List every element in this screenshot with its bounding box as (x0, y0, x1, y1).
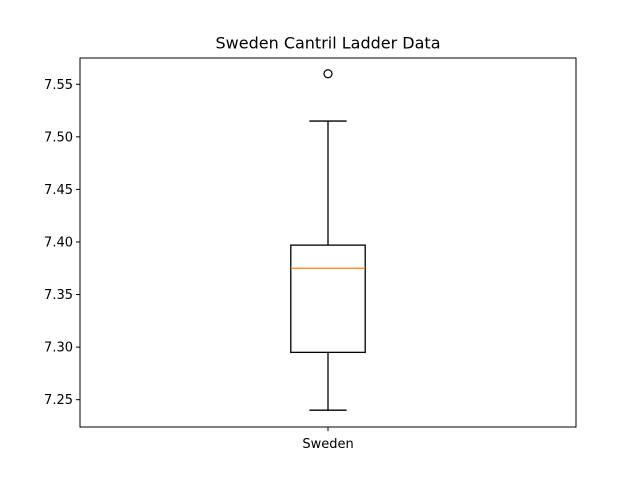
box-iqr (290, 244, 366, 354)
box-group (290, 69, 366, 411)
y-tick-label: 7.50 (44, 130, 73, 145)
y-axis: 7.25 7.30 7.35 7.40 7.45 7.50 7.55 (44, 78, 80, 408)
y-tick-label: 7.30 (44, 341, 73, 356)
x-tick-label: Sweden (302, 437, 353, 452)
x-axis: Sweden (302, 427, 354, 452)
y-tick-label: 7.35 (44, 288, 73, 303)
y-tick-label: 7.45 (44, 183, 73, 198)
chart-title: Sweden Cantril Ladder Data (216, 34, 441, 53)
outlier-point (323, 69, 333, 79)
y-tick-label: 7.40 (44, 235, 73, 250)
y-tick-label: 7.25 (44, 393, 73, 408)
y-tick-label: 7.55 (44, 78, 73, 93)
